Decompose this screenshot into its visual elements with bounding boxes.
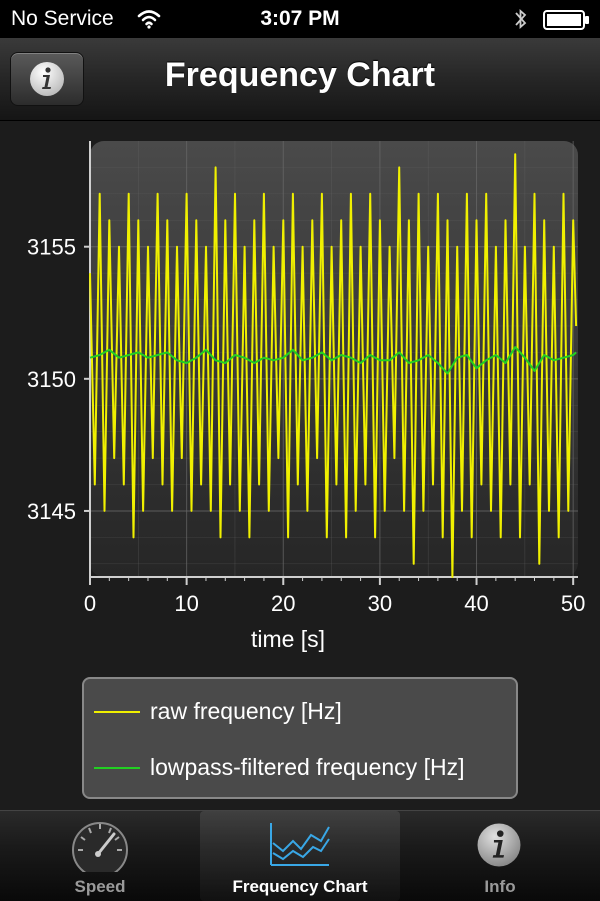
tab-info-label: Info xyxy=(484,877,516,896)
tab-speed[interactable]: Speed xyxy=(0,811,200,901)
chart-icon xyxy=(270,823,330,866)
x-tick-label: 40 xyxy=(464,591,488,616)
clock-label: 3:07 PM xyxy=(260,7,340,30)
chart-legend: raw frequency [Hz] lowpass-filtered freq… xyxy=(82,677,518,799)
tab-frequency-chart[interactable]: Frequency Chart xyxy=(200,811,400,901)
status-bar: No Service 3:07 PM xyxy=(0,0,600,38)
x-axis-label: time [s] xyxy=(251,626,325,652)
y-tick-label: 3155 xyxy=(27,235,76,260)
tab-bar: Speed Frequency Chart Info xyxy=(0,810,600,901)
series-line-filtered xyxy=(89,346,577,375)
tab-frequency-chart-label: Frequency Chart xyxy=(232,877,368,896)
speedometer-icon xyxy=(72,822,128,872)
tab-speed-label: Speed xyxy=(74,877,126,896)
chart-area: 0 10 20 30 40 50 3145 3150 3155 time [s] raw freq… xyxy=(0,121,600,810)
info-icon xyxy=(30,62,64,96)
frequency-chart: 0 10 20 30 40 50 3145 3150 3155 time [s] xyxy=(27,141,585,652)
navigation-bar: Frequency Chart xyxy=(0,38,600,121)
legend-swatch-filtered xyxy=(94,767,140,769)
x-tick-label: 10 xyxy=(174,591,198,616)
tab-info[interactable]: Info xyxy=(400,811,600,901)
x-tick-label: 50 xyxy=(561,591,585,616)
bluetooth-icon xyxy=(514,7,528,36)
x-tick-label: 0 xyxy=(84,591,96,616)
wifi-icon xyxy=(137,9,161,34)
y-tick-label: 3145 xyxy=(27,499,76,524)
info-icon xyxy=(477,823,521,867)
info-button[interactable] xyxy=(10,52,84,106)
page-title: Frequency Chart xyxy=(164,56,436,94)
x-tick-label: 20 xyxy=(271,591,295,616)
y-tick-label: 3150 xyxy=(27,367,76,392)
series-line-raw xyxy=(89,153,578,578)
x-tick-label: 30 xyxy=(368,591,392,616)
legend-label-filtered: lowpass-filtered frequency [Hz] xyxy=(150,754,465,780)
battery-icon xyxy=(543,10,591,35)
carrier-label: No Service xyxy=(11,7,114,30)
legend-swatch-raw xyxy=(94,711,140,713)
legend-label-raw: raw frequency [Hz] xyxy=(150,698,342,724)
